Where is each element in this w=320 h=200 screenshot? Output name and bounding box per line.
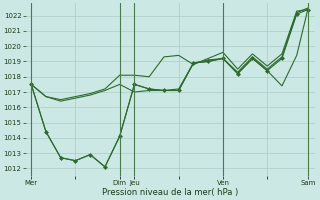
X-axis label: Pression niveau de la mer( hPa ): Pression niveau de la mer( hPa ) [102, 188, 238, 197]
